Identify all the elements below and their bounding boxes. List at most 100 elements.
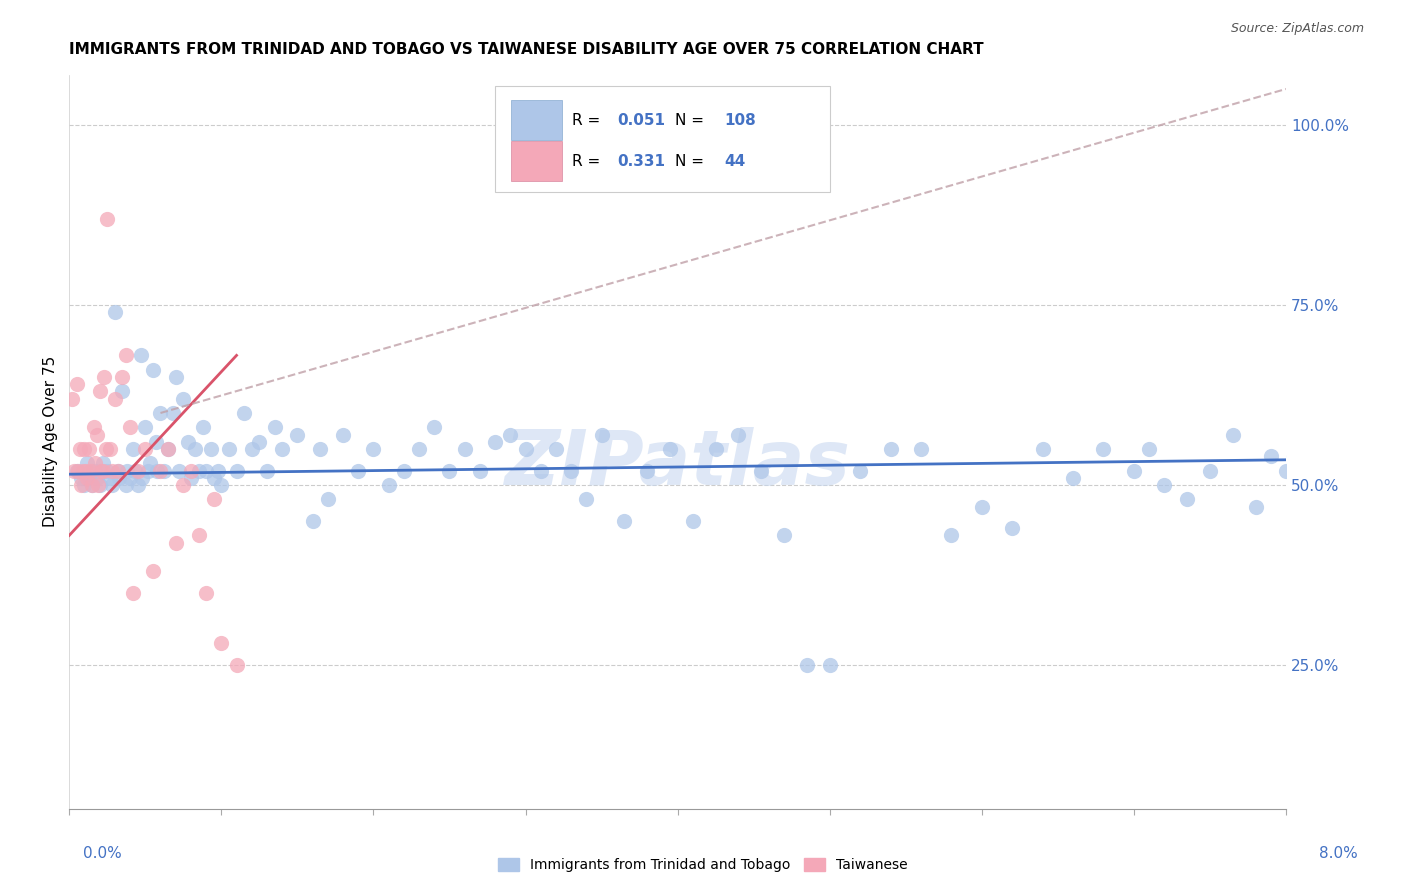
- Point: [111, 384, 134, 399]
- Point: [165, 370, 187, 384]
- Point: [77, 471, 100, 485]
- Point: [636, 464, 658, 478]
- Point: [122, 442, 145, 456]
- Point: [73, 442, 96, 456]
- Point: [1275, 464, 1298, 478]
- Text: IMMIGRANTS FROM TRINIDAD AND TOBAGO VS TAIWANESE DISABILITY AGE OVER 75 CORRELAT: IMMIGRANTS FROM TRINIDAD AND TOBAGO VS T…: [69, 42, 984, 57]
- Point: [591, 427, 613, 442]
- Point: [127, 478, 149, 492]
- Point: [93, 370, 115, 384]
- Point: [187, 464, 209, 478]
- Point: [453, 442, 475, 456]
- Point: [468, 464, 491, 478]
- FancyBboxPatch shape: [510, 100, 562, 140]
- Point: [1199, 464, 1222, 478]
- Point: [101, 478, 124, 492]
- Point: [180, 471, 202, 485]
- Point: [134, 420, 156, 434]
- Point: [1222, 427, 1244, 442]
- Point: [849, 464, 872, 478]
- Text: N =: N =: [675, 153, 709, 169]
- Point: [108, 471, 131, 485]
- Point: [72, 464, 94, 478]
- Point: [77, 442, 100, 456]
- Text: 44: 44: [724, 153, 745, 169]
- Point: [73, 478, 96, 492]
- Point: [111, 370, 134, 384]
- Text: 0.0%: 0.0%: [83, 846, 122, 861]
- Point: [247, 434, 270, 449]
- Text: Source: ZipAtlas.com: Source: ZipAtlas.com: [1230, 22, 1364, 36]
- Point: [332, 427, 354, 442]
- Point: [439, 464, 461, 478]
- Point: [195, 464, 218, 478]
- Point: [1032, 442, 1054, 456]
- Point: [114, 478, 136, 492]
- Point: [209, 478, 232, 492]
- Point: [202, 492, 225, 507]
- Point: [200, 442, 222, 456]
- Point: [87, 478, 110, 492]
- Point: [84, 464, 107, 478]
- Point: [83, 420, 105, 434]
- Point: [69, 442, 91, 456]
- Text: 108: 108: [724, 112, 755, 128]
- Point: [225, 464, 247, 478]
- Point: [202, 471, 225, 485]
- Point: [1175, 492, 1198, 507]
- Point: [727, 427, 749, 442]
- Point: [76, 457, 98, 471]
- Point: [157, 442, 180, 456]
- FancyBboxPatch shape: [510, 142, 562, 181]
- Point: [879, 442, 901, 456]
- Point: [98, 471, 121, 485]
- Point: [76, 471, 98, 485]
- Point: [1122, 464, 1144, 478]
- Point: [66, 377, 89, 392]
- Y-axis label: Disability Age Over 75: Disability Age Over 75: [44, 356, 58, 527]
- Point: [515, 442, 537, 456]
- Point: [1137, 442, 1160, 456]
- Point: [104, 392, 127, 406]
- Point: [225, 658, 247, 673]
- Point: [544, 442, 567, 456]
- Point: [172, 478, 194, 492]
- Point: [86, 471, 108, 485]
- Point: [1282, 449, 1305, 463]
- Point: [499, 427, 522, 442]
- Point: [146, 464, 169, 478]
- Point: [1062, 471, 1084, 485]
- Point: [94, 442, 117, 456]
- Point: [70, 478, 93, 492]
- Point: [86, 427, 108, 442]
- Point: [67, 464, 90, 478]
- Point: [209, 636, 232, 650]
- Point: [60, 392, 83, 406]
- Point: [970, 500, 993, 514]
- Point: [96, 211, 118, 226]
- Point: [172, 392, 194, 406]
- Point: [120, 420, 142, 434]
- Point: [134, 442, 156, 456]
- Point: [316, 492, 339, 507]
- Point: [191, 420, 214, 434]
- Point: [89, 478, 111, 492]
- Point: [1244, 500, 1267, 514]
- Point: [682, 514, 704, 528]
- Point: [408, 442, 430, 456]
- Point: [796, 658, 818, 673]
- Point: [1153, 478, 1175, 492]
- Point: [62, 464, 84, 478]
- Point: [149, 464, 172, 478]
- Point: [613, 514, 636, 528]
- Point: [195, 586, 218, 600]
- Point: [575, 492, 598, 507]
- Point: [91, 457, 114, 471]
- Legend: Immigrants from Trinidad and Tobago, Taiwanese: Immigrants from Trinidad and Tobago, Tai…: [492, 853, 914, 878]
- Point: [136, 464, 159, 478]
- Point: [659, 442, 682, 456]
- Point: [66, 464, 89, 478]
- Point: [704, 442, 727, 456]
- Point: [89, 384, 111, 399]
- Text: 8.0%: 8.0%: [1319, 846, 1358, 861]
